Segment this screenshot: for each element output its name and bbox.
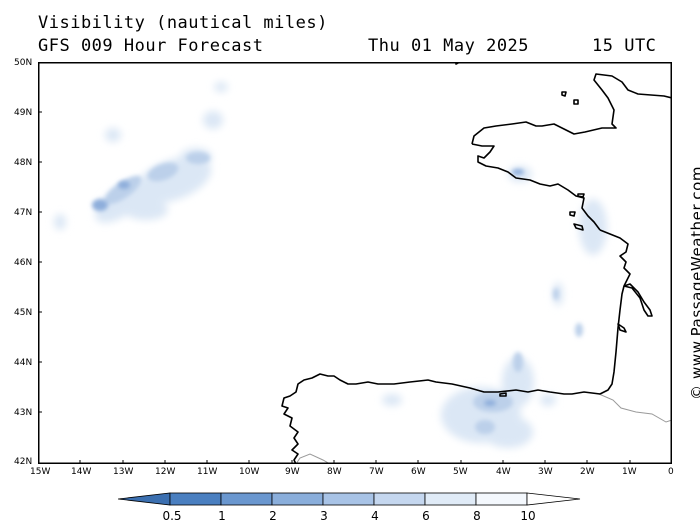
lat-label: 42N	[14, 457, 33, 467]
lon-label: 14W	[71, 467, 92, 477]
lat-label: 43N	[14, 408, 33, 418]
lon-label: 12W	[155, 467, 176, 477]
legend-label: 2	[269, 509, 277, 523]
lat-label: 48N	[14, 158, 33, 168]
forecast-subtitle: GFS 009 Hour Forecast	[38, 36, 264, 56]
lon-label: 11W	[197, 467, 218, 477]
lat-label: 47N	[14, 208, 33, 218]
legend-label: 4	[371, 509, 379, 523]
lon-label: 2W	[580, 467, 595, 477]
legend-swatch	[118, 492, 171, 506]
legend-swatch	[373, 492, 426, 506]
legend-swatch	[220, 492, 273, 506]
legend-label: 10	[520, 509, 536, 523]
legend-swatch	[526, 492, 581, 506]
legend-swatch	[424, 492, 477, 506]
legend-label: 3	[320, 509, 328, 523]
lat-label: 44N	[14, 358, 33, 368]
forecast-time: 15 UTC	[592, 36, 657, 56]
lat-label: 45N	[14, 308, 33, 318]
lon-label: 6W	[411, 467, 426, 477]
lon-label: 15W	[30, 467, 51, 477]
legend-swatch	[169, 492, 222, 506]
country-borders	[295, 393, 672, 464]
lon-label: 1W	[622, 467, 637, 477]
lon-label: 3W	[538, 467, 553, 477]
lat-label: 49N	[14, 108, 33, 118]
visibility-legend	[118, 492, 581, 506]
visibility-patches	[54, 82, 607, 448]
forecast-date: Thu 01 May 2025	[368, 36, 530, 56]
legend-label: 0.5	[162, 509, 182, 523]
lon-label: 4W	[496, 467, 511, 477]
lon-label: 5W	[453, 467, 468, 477]
lon-label: 9W	[285, 467, 300, 477]
legend-swatch	[322, 492, 375, 506]
lon-label: 10W	[239, 467, 260, 477]
map-title: Visibility (nautical miles)	[38, 13, 328, 33]
visibility-map	[38, 62, 672, 464]
credit-text: © www.PassageWeather.com	[688, 165, 700, 400]
lat-label: 46N	[14, 258, 33, 268]
legend-label: 8	[473, 509, 481, 523]
legend-swatch	[271, 492, 324, 506]
legend-label: 1	[218, 509, 226, 523]
lat-label: 50N	[14, 58, 33, 68]
legend-swatch	[475, 492, 528, 506]
lon-label: 7W	[369, 467, 384, 477]
lon-label: 0	[668, 467, 674, 477]
lon-label: 8W	[327, 467, 342, 477]
lon-label: 13W	[113, 467, 134, 477]
legend-label: 6	[422, 509, 430, 523]
map-frame	[38, 62, 672, 464]
